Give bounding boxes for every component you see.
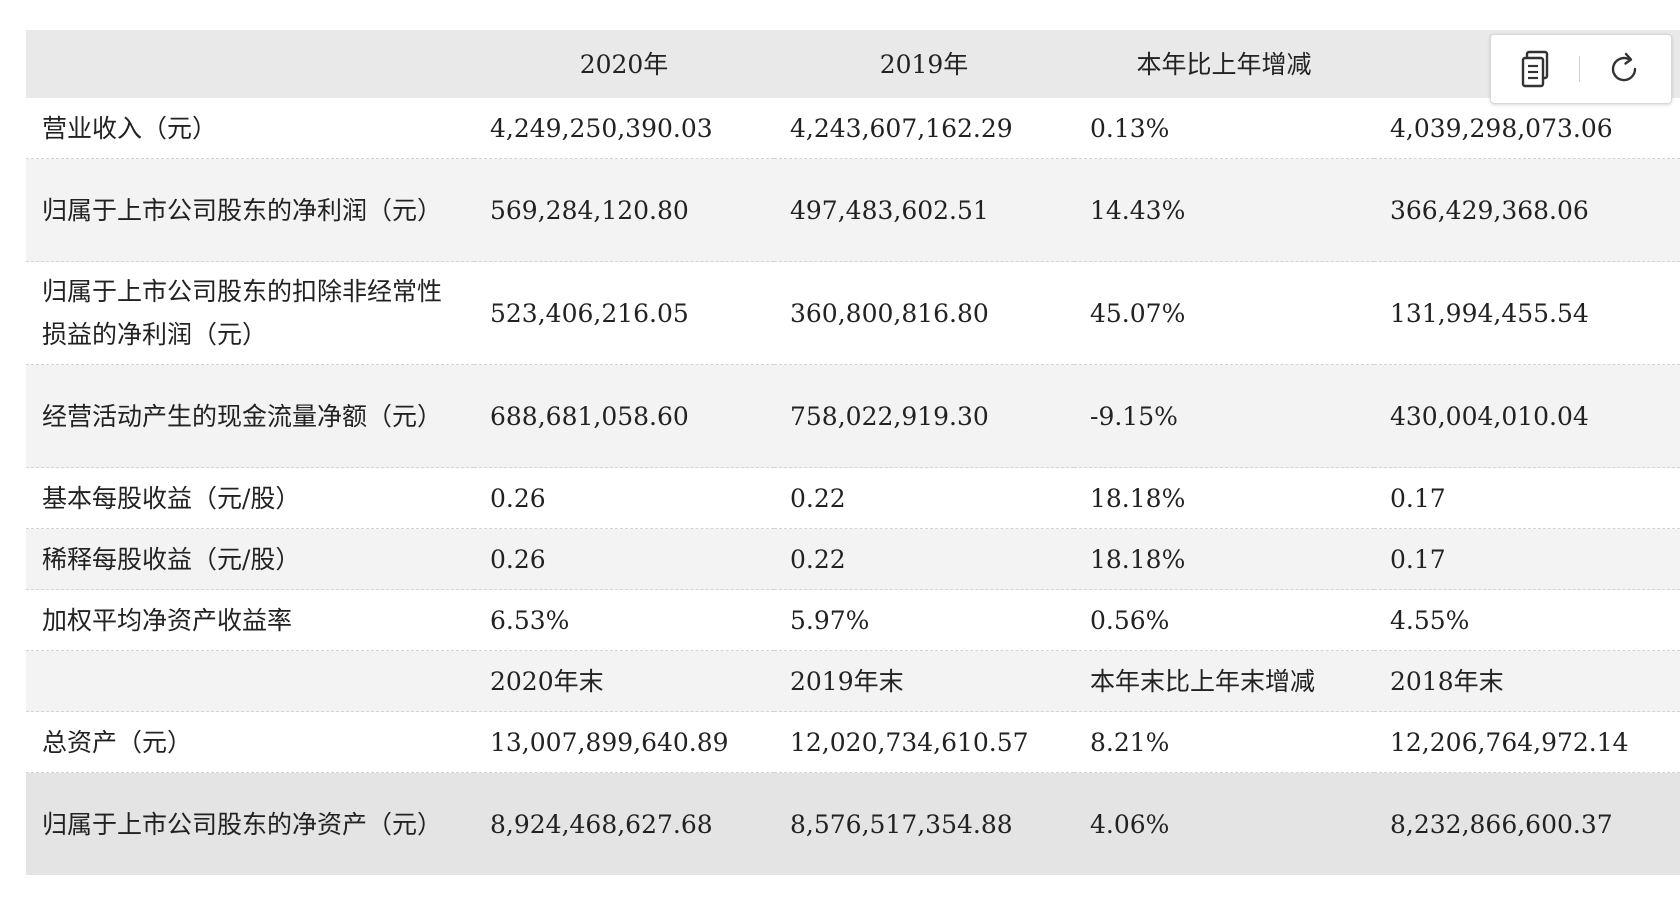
table-row: 营业收入（元） 4,249,250,390.03 4,243,607,162.2… [26, 98, 1680, 159]
value-change: 45.07% [1074, 261, 1374, 365]
row-label: 经营活动产生的现金流量净额（元） [26, 364, 474, 468]
value-change: 0.13% [1074, 98, 1374, 159]
row-label: 加权平均净资产收益率 [26, 589, 474, 651]
financial-summary-table-container: 2020年 2019年 本年比上年增减 营业收入（元） 4,249,250,39… [26, 30, 1680, 875]
row-label: 营业收入（元） [26, 98, 474, 159]
subheader-2019-end: 2019年末 [774, 650, 1074, 712]
value-2019: 497,483,602.51 [774, 158, 1074, 262]
value-2020: 4,249,250,390.03 [474, 98, 774, 159]
table-row: 归属于上市公司股东的扣除非经常性损益的净利润（元） 523,406,216.05… [26, 261, 1680, 365]
header-cell-2019: 2019年 [774, 30, 1074, 98]
row-label: 归属于上市公司股东的净利润（元） [26, 158, 474, 262]
value-2019: 5.97% [774, 589, 1074, 651]
value-2019: 360,800,816.80 [774, 261, 1074, 365]
value-2019: 0.22 [774, 467, 1074, 529]
refresh-icon [1611, 52, 1637, 82]
value-change: 0.56% [1074, 589, 1374, 651]
table-row: 稀释每股收益（元/股） 0.26 0.22 18.18% 0.17 [26, 528, 1680, 590]
financial-summary-table: 2020年 2019年 本年比上年增减 营业收入（元） 4,249,250,39… [26, 30, 1680, 875]
value-2020: 569,284,120.80 [474, 158, 774, 262]
copy-button[interactable] [1491, 35, 1579, 103]
row-label: 稀释每股收益（元/股） [26, 528, 474, 590]
subheader-change: 本年末比上年末增减 [1074, 650, 1374, 712]
header-cell-change: 本年比上年增减 [1074, 30, 1374, 98]
value-2018: 430,004,010.04 [1374, 364, 1680, 468]
header-cell-2020: 2020年 [474, 30, 774, 98]
subheader-2018-end: 2018年末 [1374, 650, 1680, 712]
table-row: 经营活动产生的现金流量净额（元） 688,681,058.60 758,022,… [26, 364, 1680, 468]
table-row: 总资产（元） 13,007,899,640.89 12,020,734,610.… [26, 711, 1680, 773]
toolbar-divider [1579, 56, 1580, 82]
value-change: 14.43% [1074, 158, 1374, 262]
row-label: 归属于上市公司股东的净资产（元） [26, 772, 474, 875]
value-2018: 0.17 [1374, 467, 1680, 529]
value-2020: 523,406,216.05 [474, 261, 774, 365]
value-2019: 8,576,517,354.88 [774, 772, 1074, 875]
row-label [26, 650, 474, 712]
value-change: 8.21% [1074, 711, 1374, 773]
value-2019: 0.22 [774, 528, 1074, 590]
value-2018: 131,994,455.54 [1374, 261, 1680, 365]
value-2020: 688,681,058.60 [474, 364, 774, 468]
value-change: 18.18% [1074, 467, 1374, 529]
value-2018: 366,429,368.06 [1374, 158, 1680, 262]
value-2018: 12,206,764,972.14 [1374, 711, 1680, 773]
table-header-row: 2020年 2019年 本年比上年增减 [26, 30, 1680, 98]
row-label: 总资产（元） [26, 711, 474, 773]
document-copy-icon [1521, 50, 1549, 88]
value-2018: 8,232,866,600.37 [1374, 772, 1680, 875]
table-row: 归属于上市公司股东的净利润（元） 569,284,120.80 497,483,… [26, 158, 1680, 262]
header-cell-label [26, 30, 474, 98]
table-subheader-row: 2020年末 2019年末 本年末比上年末增减 2018年末 [26, 650, 1680, 712]
row-label: 基本每股收益（元/股） [26, 467, 474, 529]
table-row: 归属于上市公司股东的净资产（元） 8,924,468,627.68 8,576,… [26, 772, 1680, 875]
floating-toolbar [1490, 34, 1672, 104]
value-2020: 0.26 [474, 467, 774, 529]
value-change: -9.15% [1074, 364, 1374, 468]
value-2019: 4,243,607,162.29 [774, 98, 1074, 159]
value-2018: 4.55% [1374, 589, 1680, 651]
value-2020: 0.26 [474, 528, 774, 590]
value-2020: 13,007,899,640.89 [474, 711, 774, 773]
value-2020: 8,924,468,627.68 [474, 772, 774, 875]
value-2020: 6.53% [474, 589, 774, 651]
value-2019: 12,020,734,610.57 [774, 711, 1074, 773]
row-label: 归属于上市公司股东的扣除非经常性损益的净利润（元） [26, 261, 474, 365]
value-change: 4.06% [1074, 772, 1374, 875]
value-change: 18.18% [1074, 528, 1374, 590]
refresh-button[interactable] [1580, 35, 1668, 103]
subheader-2020-end: 2020年末 [474, 650, 774, 712]
value-2018: 4,039,298,073.06 [1374, 98, 1680, 159]
table-row: 基本每股收益（元/股） 0.26 0.22 18.18% 0.17 [26, 467, 1680, 529]
value-2018: 0.17 [1374, 528, 1680, 590]
value-2019: 758,022,919.30 [774, 364, 1074, 468]
table-row: 加权平均净资产收益率 6.53% 5.97% 0.56% 4.55% [26, 589, 1680, 651]
